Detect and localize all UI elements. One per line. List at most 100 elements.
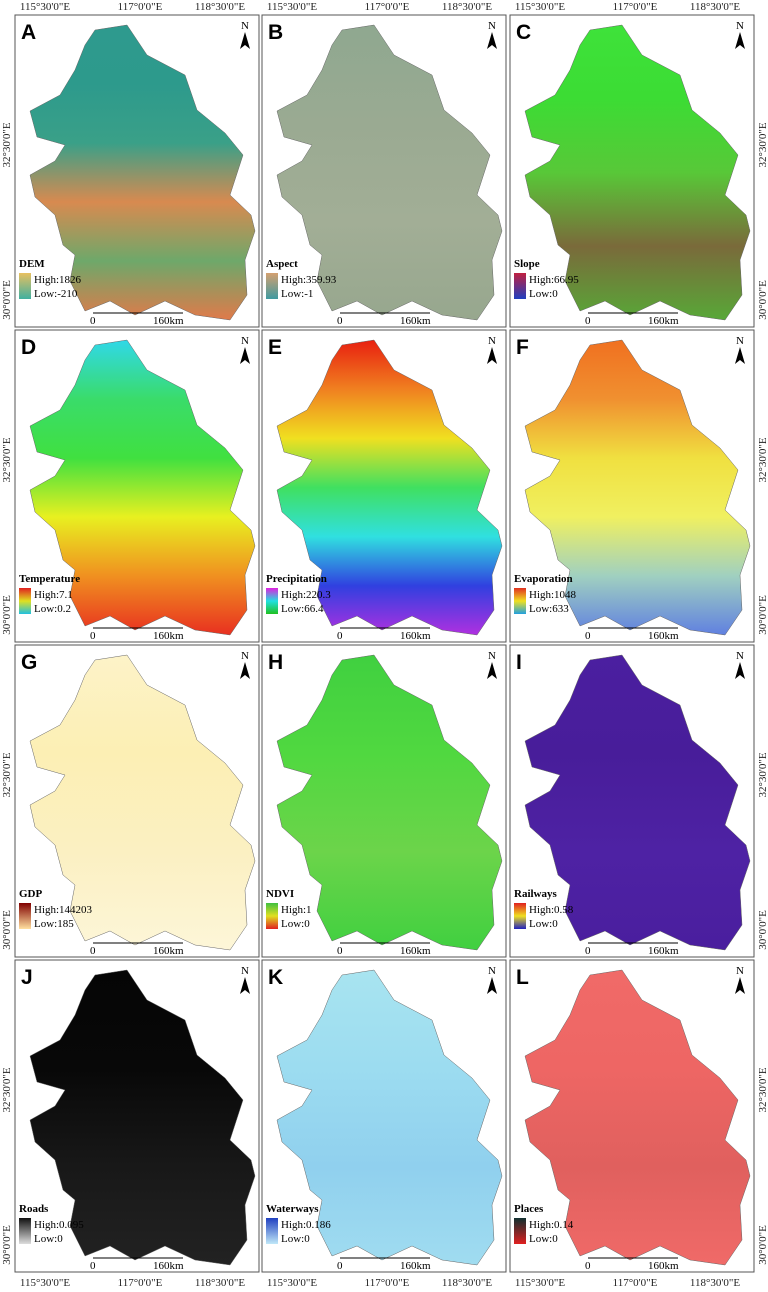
province-map	[29, 24, 256, 321]
north-arrow	[735, 32, 745, 49]
longitude-label: 115°30'0"E	[267, 1, 317, 13]
scale-start: 0	[90, 630, 96, 642]
legend-low: Low:0	[529, 918, 558, 930]
legend-swatch	[266, 273, 278, 299]
longitude-label: 118°30'0"E	[690, 1, 740, 13]
legend-swatch	[19, 273, 31, 299]
scale-start: 0	[90, 945, 96, 957]
north-arrow	[487, 32, 497, 49]
province-map	[524, 339, 751, 636]
map-panel: J N Roads High:0.095 Low:0 0 160km	[14, 959, 260, 1273]
longitude-label: 117°0'0"E	[365, 1277, 410, 1289]
layer-name: Waterways	[266, 1203, 319, 1215]
legend-high: High:1048	[529, 589, 577, 601]
panel-letter: L	[516, 966, 529, 989]
province-map	[29, 339, 256, 636]
legend-swatch	[19, 588, 31, 614]
longitude-label: 115°30'0"E	[20, 1, 70, 13]
legend-swatch	[514, 273, 526, 299]
scale-start: 0	[337, 315, 343, 327]
north-arrow	[487, 977, 497, 994]
layer-name: Temperature	[19, 573, 80, 585]
scale-end: 160km	[400, 630, 431, 642]
legend-high: High:359.93	[281, 274, 337, 286]
north-label: N	[241, 335, 249, 347]
scale-end: 160km	[153, 315, 184, 327]
north-label: N	[488, 650, 496, 662]
longitude-label: 118°30'0"E	[195, 1277, 245, 1289]
longitude-label: 115°30'0"E	[20, 1277, 70, 1289]
legend-swatch	[266, 903, 278, 929]
latitude-label: 30°0'0"E	[1, 910, 13, 950]
north-arrow	[240, 32, 250, 49]
scale-end: 160km	[153, 630, 184, 642]
map-panel: H N NDVI High:1 Low:0 0 160km	[261, 644, 507, 958]
legend-low: Low:0	[281, 1233, 310, 1245]
legend-high: High:0.14	[529, 1219, 574, 1231]
layer-name: NDVI	[266, 888, 294, 900]
panel-letter: E	[268, 336, 282, 359]
latitude-label: 30°0'0"E	[757, 595, 768, 635]
latitude-label: 30°0'0"E	[1, 595, 13, 635]
panel-letter: K	[268, 966, 283, 989]
north-label: N	[241, 965, 249, 977]
north-arrow	[240, 662, 250, 679]
map-panel: C N Slope High:66.95 Low:0 0 160km	[509, 14, 755, 328]
map-panel: L N Places High:0.14 Low:0 0 160km	[509, 959, 755, 1273]
scale-start: 0	[337, 1260, 343, 1272]
latitude-label: 32°30'0"E	[1, 122, 13, 167]
scale-end: 160km	[153, 945, 184, 957]
longitude-label: 117°0'0"E	[613, 1, 658, 13]
north-arrow	[240, 347, 250, 364]
legend-low: Low:0	[34, 1233, 63, 1245]
longitude-label: 118°30'0"E	[690, 1277, 740, 1289]
legend-high: High:1826	[34, 274, 82, 286]
scale-end: 160km	[648, 630, 679, 642]
legend-high: High:0.186	[281, 1219, 331, 1231]
legend-high: High:220.3	[281, 589, 331, 601]
panel-letter: H	[268, 651, 283, 674]
panel-letter: C	[516, 21, 531, 44]
longitude-label: 118°30'0"E	[442, 1277, 492, 1289]
scale-start: 0	[337, 945, 343, 957]
legend-low: Low:66.4	[281, 603, 324, 615]
scale-end: 160km	[153, 1260, 184, 1272]
longitude-label: 118°30'0"E	[442, 1, 492, 13]
map-panel: K N Waterways High:0.186 Low:0 0 160km	[261, 959, 507, 1273]
legend-swatch	[514, 588, 526, 614]
latitude-label: 30°0'0"E	[1, 1225, 13, 1265]
north-label: N	[241, 650, 249, 662]
panel-letter: A	[21, 21, 36, 44]
scale-end: 160km	[648, 1260, 679, 1272]
longitude-label: 117°0'0"E	[118, 1277, 163, 1289]
province-map	[29, 969, 256, 1266]
longitude-label: 115°30'0"E	[267, 1277, 317, 1289]
panel-letter: B	[268, 21, 283, 44]
legend-high: High:0.58	[529, 904, 574, 916]
latitude-label: 30°0'0"E	[757, 910, 768, 950]
north-label: N	[736, 20, 744, 32]
layer-name: Roads	[19, 1203, 49, 1215]
north-label: N	[736, 965, 744, 977]
legend-low: Low:633	[529, 603, 569, 615]
north-arrow	[735, 977, 745, 994]
legend-high: High:144203	[34, 904, 93, 916]
north-label: N	[736, 335, 744, 347]
map-panel: A N DEM High:1826 Low:-210 0 160km	[14, 14, 260, 328]
latitude-label: 30°0'0"E	[1, 280, 13, 320]
layer-name: Evaporation	[514, 573, 573, 585]
north-arrow	[735, 662, 745, 679]
layer-name: Places	[514, 1203, 544, 1215]
scale-start: 0	[337, 630, 343, 642]
scale-end: 160km	[400, 315, 431, 327]
province-map	[524, 654, 751, 951]
map-panel: D N Temperature High:7.1 Low:0.2 0 160km	[14, 329, 260, 643]
legend-low: Low:185	[34, 918, 74, 930]
panel-letter: J	[21, 966, 33, 989]
legend-swatch	[19, 1218, 31, 1244]
scale-start: 0	[90, 1260, 96, 1272]
longitude-label: 115°30'0"E	[515, 1277, 565, 1289]
longitude-label: 117°0'0"E	[118, 1, 163, 13]
north-label: N	[241, 20, 249, 32]
legend-swatch	[266, 1218, 278, 1244]
